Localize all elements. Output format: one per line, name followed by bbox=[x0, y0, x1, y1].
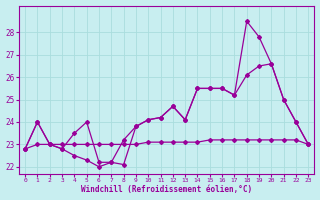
X-axis label: Windchill (Refroidissement éolien,°C): Windchill (Refroidissement éolien,°C) bbox=[81, 185, 252, 194]
